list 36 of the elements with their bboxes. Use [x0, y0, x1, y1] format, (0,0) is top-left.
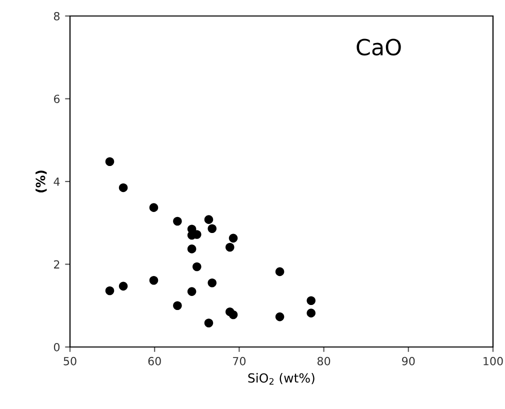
x-tick-label: 80	[317, 356, 330, 366]
point	[118, 183, 128, 192]
point	[228, 310, 238, 320]
x-tick-label: 50	[64, 356, 76, 366]
point	[228, 234, 238, 243]
y-tick-label: 8	[54, 12, 60, 20]
x-tick-label: 60	[148, 356, 161, 366]
point	[204, 318, 214, 328]
y-tick-label: 2	[54, 260, 60, 268]
point	[275, 267, 284, 276]
annotation: CaO	[356, 38, 401, 56]
y-tick-label: 0	[54, 342, 60, 352]
point	[173, 216, 182, 226]
point	[208, 278, 217, 288]
point	[105, 157, 114, 166]
point	[105, 286, 114, 296]
x-axis-title: SiO$_{2}$ (wt%)	[248, 373, 314, 385]
point	[208, 224, 217, 234]
point	[118, 282, 128, 291]
point	[173, 301, 182, 310]
x-tick-label: 70	[233, 356, 246, 366]
y-tick-label: 4	[54, 178, 60, 186]
y-tick-label: 6	[54, 94, 60, 104]
point	[306, 296, 316, 306]
y-axis-title: (%)	[36, 170, 47, 192]
point	[192, 262, 202, 272]
point	[204, 215, 214, 224]
point	[149, 276, 158, 285]
point	[187, 244, 196, 254]
point	[149, 203, 158, 212]
point	[187, 287, 196, 296]
x-tick-label: 90	[402, 356, 415, 366]
x-tick-label: 100	[484, 356, 503, 366]
point	[275, 312, 284, 322]
point	[226, 242, 234, 252]
point	[306, 308, 316, 318]
